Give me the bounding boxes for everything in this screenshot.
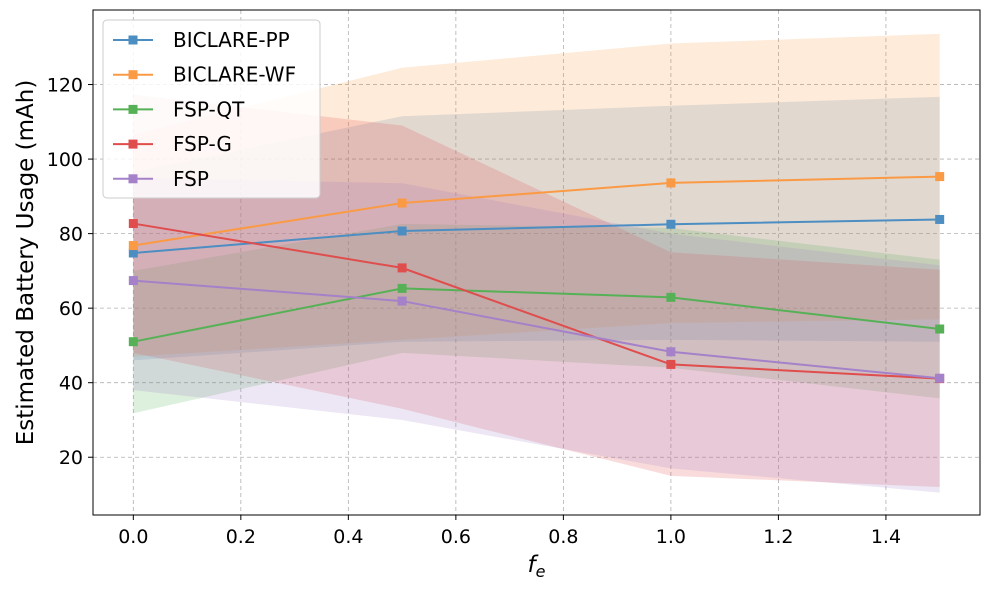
data-point [397, 296, 407, 306]
data-point [128, 337, 138, 347]
data-point [666, 178, 676, 188]
legend: BICLARE-PP BICLARE-WF FSP-QT FSP-G FSP [102, 19, 321, 199]
series-line-4 [133, 279, 940, 380]
legend-label: FSP-G [173, 132, 232, 156]
data-point [128, 241, 138, 251]
data-point [128, 276, 138, 286]
y-tick-label: 40 [59, 373, 83, 395]
legend-label: BICLARE-PP [173, 28, 290, 52]
confidence-bands [133, 33, 940, 493]
y-tick-label: 60 [59, 298, 83, 320]
x-axis-label-subscript: e [536, 562, 546, 581]
x-tick-label: 1.2 [763, 526, 793, 548]
data-point [666, 292, 676, 302]
y-tick-label: 100 [47, 149, 83, 171]
data-point [397, 198, 407, 208]
y-tick-label: 20 [59, 447, 83, 469]
y-axis-ticks: 20 40 60 80 100 120 [47, 75, 93, 469]
series-line-3 [133, 222, 940, 380]
x-tick-label: 0.8 [548, 526, 578, 548]
data-point [935, 324, 945, 334]
y-tick-label: 120 [47, 75, 83, 97]
series-lines [128, 172, 945, 384]
x-tick-label: 0.6 [441, 526, 471, 548]
legend-label: BICLARE-WF [173, 63, 296, 87]
data-point [935, 214, 945, 224]
data-point [935, 373, 945, 383]
plot-frame [92, 9, 981, 516]
legend-label: FSP-QT [173, 97, 245, 121]
x-tick-label: 1.4 [871, 526, 901, 548]
y-axis-label: Estimated Battery Usage (mAh) [13, 80, 39, 446]
series-line-1 [133, 175, 940, 247]
grid [93, 10, 980, 515]
legend-marker [128, 104, 138, 114]
data-point [666, 219, 676, 229]
legend-label: FSP [173, 167, 209, 191]
x-axis-ticks: 0.0 0.2 0.4 0.6 0.8 1.0 1.2 1.4 [118, 515, 901, 548]
data-point [935, 172, 945, 182]
x-tick-label: 1.0 [656, 526, 686, 548]
y-tick-label: 80 [59, 224, 83, 246]
data-point [397, 263, 407, 273]
data-point [397, 226, 407, 236]
confidence-band-2 [133, 223, 940, 414]
data-point [666, 347, 676, 357]
data-point [128, 219, 138, 229]
legend-marker [128, 174, 138, 184]
legend-marker [128, 139, 138, 149]
legend-marker [128, 35, 138, 45]
series-line-2 [133, 287, 940, 343]
confidence-band-3 [133, 94, 940, 488]
data-point [128, 248, 138, 258]
legend-box [102, 19, 321, 199]
x-axis-label: fe [528, 552, 546, 581]
x-tick-label: 0.2 [226, 526, 256, 548]
legend-marker [128, 70, 138, 80]
x-tick-label: 0.0 [118, 526, 148, 548]
x-tick-label: 0.4 [333, 526, 363, 548]
confidence-band-1 [133, 33, 940, 357]
data-point [666, 359, 676, 369]
data-point [397, 283, 407, 293]
series-line-0 [133, 218, 940, 254]
x-axis-label-main: f [528, 552, 539, 578]
